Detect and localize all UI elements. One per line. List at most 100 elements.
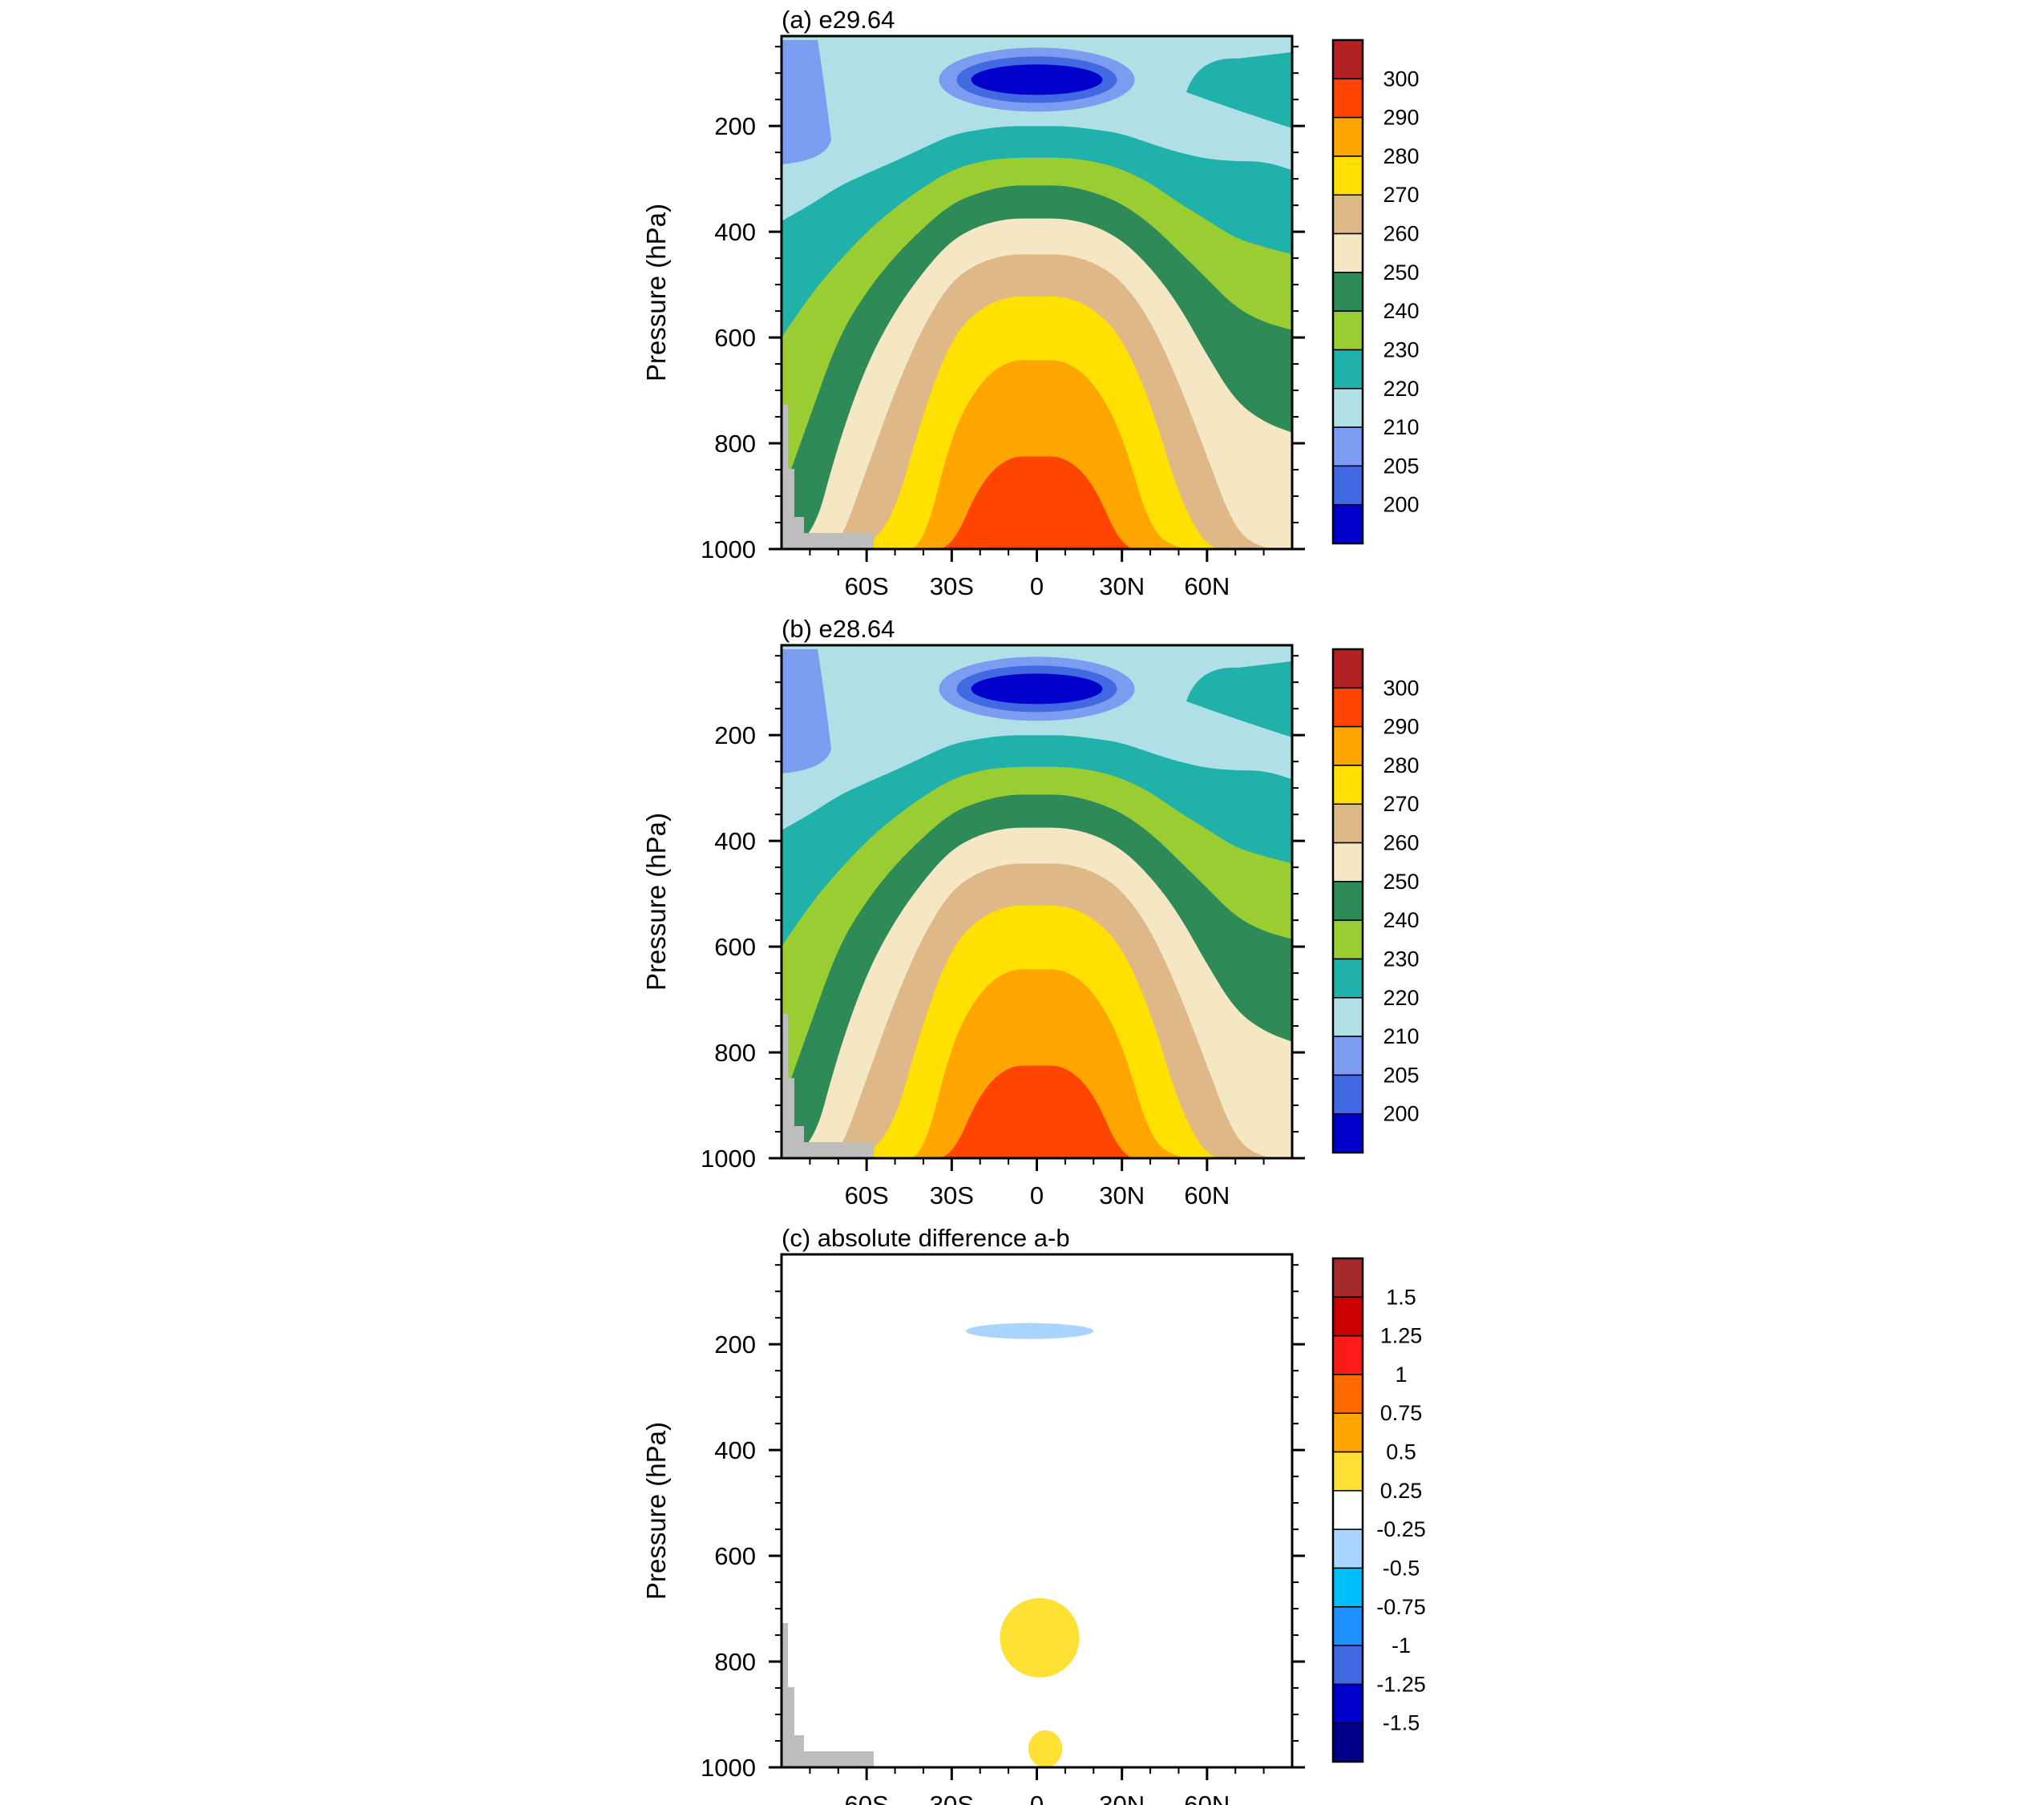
colorbar-box <box>1332 503 1363 544</box>
contour-band-280 <box>782 360 1292 549</box>
colorbar-box <box>1332 803 1363 844</box>
arctic-upper-band <box>1186 52 1292 128</box>
colorbar-label: 270 <box>1383 183 1419 207</box>
colorbar-label: 0.75 <box>1380 1401 1423 1425</box>
colorbar-label: 290 <box>1383 715 1419 739</box>
colorbar-label: 240 <box>1383 908 1419 932</box>
colorbar-label: 260 <box>1383 222 1419 246</box>
colorbar-label: 260 <box>1383 831 1419 855</box>
contour-band-280 <box>782 969 1292 1158</box>
colorbar-box <box>1332 155 1363 196</box>
colorbar-box <box>1332 687 1363 728</box>
colorbar-label: 210 <box>1383 1024 1419 1048</box>
colorbar-box <box>1332 958 1363 999</box>
colorbar-box <box>1332 1528 1363 1569</box>
colorbar-label: 0.25 <box>1380 1479 1423 1503</box>
y-tick-label: 200 <box>714 1331 756 1359</box>
colorbar-box <box>1332 78 1363 119</box>
panel-a: (a) e29.64 Pressure (hPa) 200 400 600 800 1000… <box>641 6 1420 600</box>
x-tick-label: 30N <box>1099 572 1145 600</box>
y-tick-label: 800 <box>714 1648 756 1676</box>
colorbar-box <box>1332 1683 1363 1724</box>
anomaly-region-2 <box>1028 1730 1063 1767</box>
colorbar-box <box>1332 881 1363 921</box>
cold-core-min <box>971 64 1103 95</box>
colorbar-box <box>1332 426 1363 467</box>
x-tick-label: 60N <box>1184 572 1230 600</box>
x-tick-label: 60N <box>1184 1181 1230 1209</box>
y-tick-label: 600 <box>714 324 756 352</box>
topography-mask <box>782 405 874 549</box>
y-tick-label: 400 <box>714 1436 756 1464</box>
colorbar-label: 220 <box>1383 986 1419 1010</box>
colorbar-label: 1.5 <box>1386 1285 1416 1309</box>
colorbar-box <box>1332 842 1363 882</box>
colorbar-box <box>1332 1374 1363 1414</box>
x-tick-label: 60S <box>845 572 889 600</box>
colorbar-box <box>1332 1645 1363 1686</box>
y-axis-label: Pressure (hPa) <box>641 1422 671 1600</box>
colorbar-frame <box>1331 38 1364 545</box>
y-tick-label: 400 <box>714 218 756 246</box>
panel-b: (b) e28.64 Pressure (hPa) 200 400 600 800 1000… <box>641 615 1420 1209</box>
x-tick-label: 0 <box>1030 572 1044 600</box>
colorbar-label: 300 <box>1383 67 1419 91</box>
colorbar-box <box>1332 1412 1363 1453</box>
colorbar-label: -0.25 <box>1376 1517 1426 1541</box>
colorbar-label: -1.5 <box>1383 1711 1420 1735</box>
colorbar-box <box>1332 1296 1363 1337</box>
y-tick-label: 200 <box>714 721 756 749</box>
colorbar-label: 220 <box>1383 377 1419 401</box>
y-tick-label: 600 <box>714 933 756 961</box>
topography-mask <box>782 1623 874 1767</box>
polar-cold-region <box>782 649 831 773</box>
colorbar-label: -1 <box>1392 1633 1411 1658</box>
colorbar-label: 300 <box>1383 676 1419 700</box>
colorbar-frame <box>1331 648 1364 1154</box>
y-tick-label: 800 <box>714 430 756 458</box>
y-tick-label: 1000 <box>701 1754 756 1782</box>
colorbar-label: 230 <box>1383 337 1419 361</box>
colorbar-label: 230 <box>1383 947 1419 971</box>
y-axis-label: Pressure (hPa) <box>641 204 671 382</box>
colorbar-label: 205 <box>1383 454 1419 478</box>
colorbar-box <box>1332 194 1363 235</box>
colorbar-label: -0.5 <box>1383 1556 1420 1580</box>
x-tick-label: 30S <box>930 572 974 600</box>
colorbar-box <box>1332 388 1363 428</box>
colorbar-box <box>1332 310 1363 351</box>
panel-c: (c) absolute difference a-b Pressure (hPa… <box>641 1224 1426 1805</box>
colorbar-frame <box>1331 1257 1364 1763</box>
colorbar-box <box>1332 272 1363 312</box>
colorbar-label: -1.25 <box>1376 1672 1426 1696</box>
colorbar-box <box>1332 1074 1363 1115</box>
colorbar-box <box>1332 1567 1363 1608</box>
colorbar-label: 240 <box>1383 299 1419 323</box>
colorbar-label: -0.75 <box>1376 1595 1426 1619</box>
colorbar-box <box>1332 1722 1363 1763</box>
colorbar-label: 0.5 <box>1386 1440 1416 1464</box>
colorbar-box <box>1332 1490 1363 1530</box>
colorbar-label: 250 <box>1383 870 1419 894</box>
contour-band-290 <box>782 456 1292 549</box>
colorbar-label: 270 <box>1383 792 1419 816</box>
colorbar-box <box>1332 648 1363 689</box>
colorbar-label: 290 <box>1383 106 1419 130</box>
anomaly-region-0 <box>966 1322 1094 1339</box>
anomaly-region-1 <box>1000 1597 1080 1678</box>
colorbar-box <box>1332 919 1363 960</box>
colorbar-label: 1 <box>1395 1363 1407 1387</box>
colorbar-label: 210 <box>1383 415 1419 439</box>
y-tick-label: 800 <box>714 1039 756 1067</box>
x-tick-label: 30N <box>1099 1791 1145 1805</box>
colorbar-box <box>1332 997 1363 1037</box>
colorbar-label: 200 <box>1383 1102 1419 1126</box>
colorbar-box <box>1332 349 1363 390</box>
y-tick-label: 600 <box>714 1542 756 1570</box>
plot-background <box>782 1254 1292 1767</box>
colorbar-label: 280 <box>1383 753 1419 777</box>
cold-core-min <box>971 673 1103 705</box>
colorbar-box <box>1332 1606 1363 1646</box>
colorbar-box <box>1332 725 1363 766</box>
